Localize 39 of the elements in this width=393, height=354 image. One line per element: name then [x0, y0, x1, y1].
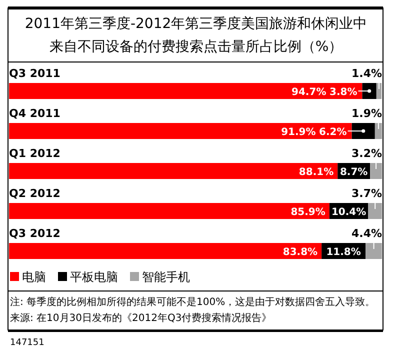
y-tick-label: Q3 2012 [9, 227, 60, 240]
data-label: 88.1% [298, 167, 334, 178]
data-label: 85.9% [290, 207, 326, 218]
data-label: 83.8% [282, 247, 318, 258]
bar [362, 83, 376, 99]
bar [366, 243, 382, 259]
data-label: 8.7% [340, 167, 368, 178]
data-label: 94.7% [292, 87, 326, 98]
data-label: 11.8% [326, 247, 361, 258]
data-label: 4.4% [351, 227, 382, 240]
bar [9, 163, 338, 179]
text: 注: 每季度的比例相加所得的结果可能不是100%，这是由于对数据四舍五入导致。 [10, 296, 376, 308]
legend-label: 平板电脑 [70, 270, 118, 284]
data-label: 1.9% [351, 107, 382, 120]
bar [370, 163, 382, 179]
y-tick-label: Q2 2012 [9, 187, 60, 200]
bar [352, 123, 375, 139]
bar [374, 123, 382, 139]
chart-title: 2011年第三季度-2012年第三季度美国旅游和休闲业中 [24, 16, 368, 32]
bar [368, 203, 382, 219]
y-tick-label: Q4 2011 [9, 107, 60, 120]
y-tick-label: Q3 2011 [9, 67, 60, 80]
data-label: 91.9% [281, 127, 316, 138]
data-label: 3.7% [351, 187, 382, 200]
bar [9, 123, 352, 139]
text: 147151 [10, 338, 44, 348]
data-label: 10.4% [331, 207, 366, 218]
chart-subtitle: 来自不同设备的付费搜索点击量所占比例（%） [49, 39, 343, 55]
data-label: 6.2% [319, 127, 347, 138]
bar [9, 83, 362, 99]
legend-label: 智能手机 [142, 270, 190, 284]
data-label: 1.4% [351, 67, 382, 80]
bar [9, 243, 322, 259]
data-label: 3.8% [329, 87, 358, 98]
bar [9, 203, 330, 219]
data-label: 3.2% [351, 147, 382, 160]
legend-label: 电脑 [22, 270, 46, 284]
source-note: 来源: 在10月30日发布的《2012年Q3付费搜索情况报告》 [10, 312, 272, 324]
y-tick-label: Q1 2012 [9, 147, 60, 160]
